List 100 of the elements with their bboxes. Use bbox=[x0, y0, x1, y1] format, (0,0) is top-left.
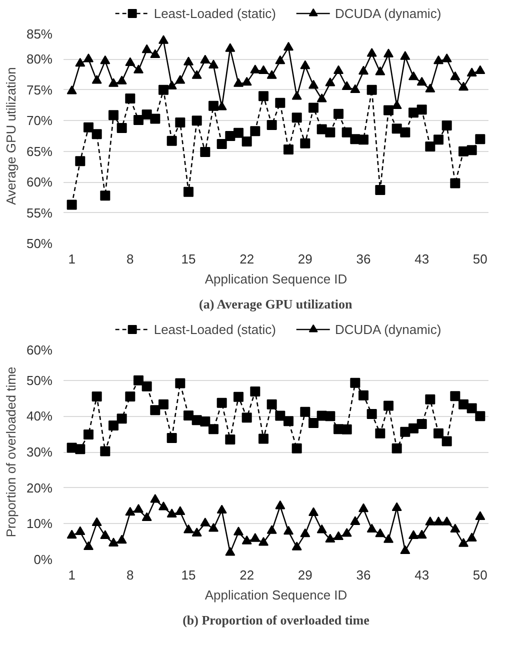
point bbox=[225, 434, 236, 444]
point bbox=[142, 44, 152, 54]
point bbox=[208, 424, 218, 434]
x-axis-title: Application Sequence ID bbox=[204, 272, 348, 286]
point bbox=[325, 127, 336, 138]
point bbox=[342, 81, 352, 90]
point bbox=[475, 411, 486, 422]
point bbox=[134, 504, 144, 513]
y-tick-label: 60% bbox=[26, 174, 53, 190]
point bbox=[250, 533, 260, 542]
point bbox=[92, 75, 102, 84]
point bbox=[442, 120, 452, 131]
point bbox=[158, 84, 168, 95]
point bbox=[450, 71, 460, 80]
point bbox=[316, 93, 327, 102]
point bbox=[116, 123, 127, 134]
point bbox=[66, 85, 77, 94]
point bbox=[392, 443, 402, 454]
point bbox=[242, 412, 252, 423]
point bbox=[334, 65, 344, 74]
point bbox=[175, 75, 186, 84]
point bbox=[275, 98, 286, 108]
point bbox=[75, 526, 86, 536]
point bbox=[216, 138, 227, 149]
point bbox=[125, 391, 136, 402]
point bbox=[142, 110, 152, 120]
y-tick-label: 20% bbox=[26, 480, 53, 496]
point bbox=[150, 494, 160, 503]
point bbox=[92, 391, 102, 402]
point bbox=[425, 516, 436, 526]
point bbox=[350, 84, 360, 94]
point bbox=[266, 70, 277, 79]
x-tick-label: 1 bbox=[68, 252, 76, 266]
point bbox=[325, 534, 336, 543]
point bbox=[66, 200, 77, 210]
point bbox=[292, 90, 302, 100]
legend-label: Least-Loaded (static) bbox=[154, 322, 276, 336]
point bbox=[142, 512, 152, 522]
point bbox=[158, 501, 168, 510]
point bbox=[466, 145, 477, 156]
point bbox=[375, 528, 386, 538]
point bbox=[275, 410, 286, 421]
point bbox=[150, 49, 160, 58]
point bbox=[425, 141, 436, 152]
point bbox=[392, 100, 402, 109]
point bbox=[416, 76, 427, 86]
point bbox=[108, 110, 118, 120]
point bbox=[400, 545, 410, 554]
point bbox=[475, 134, 486, 144]
point bbox=[408, 71, 418, 80]
point bbox=[266, 120, 277, 130]
point bbox=[208, 100, 218, 111]
point bbox=[234, 128, 244, 138]
y-tick-label: 55% bbox=[26, 205, 53, 220]
point bbox=[242, 76, 252, 86]
point bbox=[75, 156, 86, 166]
point bbox=[234, 526, 244, 536]
point bbox=[408, 423, 418, 434]
point bbox=[450, 391, 460, 402]
point bbox=[84, 54, 94, 62]
point bbox=[258, 91, 268, 102]
point bbox=[66, 530, 77, 539]
legend-label: DCUDA (dynamic) bbox=[334, 6, 442, 20]
point bbox=[466, 532, 477, 542]
x-tick-label: 22 bbox=[240, 568, 254, 582]
point bbox=[400, 426, 410, 437]
x-tick-label: 50 bbox=[472, 568, 488, 582]
point bbox=[100, 446, 110, 456]
point bbox=[250, 386, 260, 396]
point bbox=[250, 126, 260, 136]
point bbox=[266, 399, 277, 410]
point bbox=[342, 424, 352, 434]
point bbox=[475, 511, 486, 520]
point bbox=[134, 64, 144, 74]
x-axis-title: Application Sequence ID bbox=[204, 588, 348, 602]
point bbox=[458, 399, 468, 410]
point bbox=[158, 35, 168, 44]
x-tick-label: 8 bbox=[126, 252, 134, 266]
point bbox=[284, 416, 294, 426]
x-tick-label: 50 bbox=[472, 252, 488, 266]
point bbox=[342, 528, 352, 537]
point bbox=[434, 516, 444, 526]
point bbox=[366, 409, 377, 420]
point bbox=[292, 112, 302, 123]
point bbox=[366, 84, 377, 95]
point bbox=[134, 375, 144, 386]
y-tick-label: 10% bbox=[26, 516, 53, 532]
point bbox=[184, 410, 194, 420]
point bbox=[116, 414, 127, 424]
legend-label: Least-Loaded (static) bbox=[154, 6, 276, 20]
point bbox=[350, 378, 360, 388]
point bbox=[358, 390, 368, 400]
point bbox=[108, 538, 118, 546]
point bbox=[175, 378, 186, 388]
x-tick-label: 15 bbox=[181, 252, 196, 266]
x-tick-label: 43 bbox=[414, 252, 430, 266]
point bbox=[116, 534, 127, 544]
x-tick-label: 36 bbox=[356, 252, 371, 266]
point bbox=[216, 398, 227, 408]
point bbox=[458, 82, 468, 91]
